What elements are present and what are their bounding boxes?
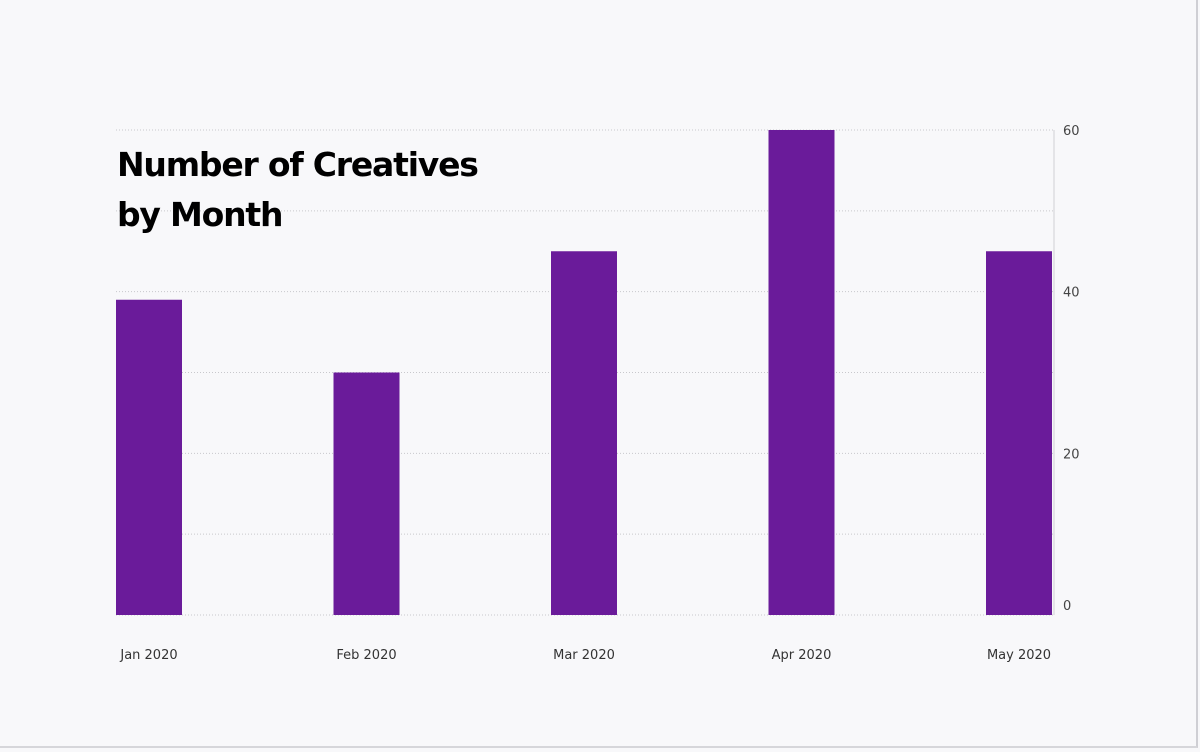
bars <box>116 130 1052 615</box>
chart-title-line-2: by Month <box>117 195 283 234</box>
bar-jan-2020 <box>116 299 182 615</box>
x-tick-labels: Jan 2020 Feb 2020 Mar 2020 Apr 2020 May 2020 <box>119 648 1051 663</box>
x-tick-label: May 2020 <box>987 648 1051 663</box>
bar-mar-2020 <box>551 251 617 615</box>
chart-title-line-1: Number of Creatives <box>117 145 479 184</box>
x-tick-label: Mar 2020 <box>553 648 615 663</box>
y-tick-label: 20 <box>1063 447 1080 462</box>
bar-apr-2020 <box>768 130 835 615</box>
y-tick-labels: 0 20 40 60 <box>1063 124 1080 614</box>
x-tick-label: Apr 2020 <box>772 648 832 663</box>
y-tick-label: 0 <box>1063 599 1071 614</box>
x-tick-label: Jan 2020 <box>119 648 177 663</box>
y-tick-label: 60 <box>1063 124 1080 139</box>
x-tick-label: Feb 2020 <box>336 648 396 663</box>
y-tick-label: 40 <box>1063 286 1080 301</box>
chart-title: Number of Creatives by Month <box>117 140 587 240</box>
bar-feb-2020 <box>333 372 400 615</box>
bar-may-2020 <box>986 251 1052 615</box>
